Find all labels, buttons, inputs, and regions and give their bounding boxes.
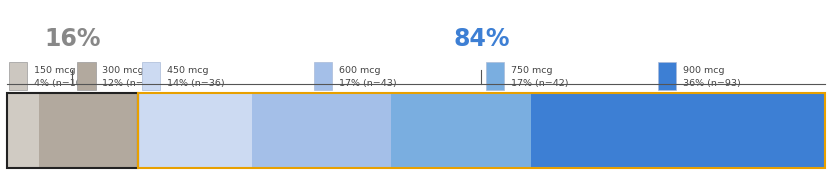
Bar [39,93,137,168]
Bar [77,62,96,90]
Bar [314,62,332,90]
Bar [657,62,676,90]
Text: 17% (n=42): 17% (n=42) [511,79,568,88]
Bar [137,93,825,168]
Bar [391,93,531,168]
Text: 900 mcg: 900 mcg [682,66,724,75]
Text: 600 mcg: 600 mcg [339,66,380,75]
Text: 150 mcg: 150 mcg [34,66,76,75]
Text: 14% (n=36): 14% (n=36) [166,79,225,88]
Bar [486,62,504,90]
Bar [9,62,27,90]
Text: 300 mcg: 300 mcg [102,66,144,75]
Bar [7,93,39,168]
Text: 12% (n=30): 12% (n=30) [102,79,160,88]
Bar [137,93,252,168]
Text: 750 mcg: 750 mcg [511,66,552,75]
Bar [141,62,160,90]
Bar [7,93,137,168]
Text: 17% (n=43): 17% (n=43) [339,79,396,88]
Text: 4% (n=10): 4% (n=10) [34,79,86,88]
Text: 16%: 16% [44,26,101,51]
Text: 36% (n=93): 36% (n=93) [682,79,740,88]
Bar [252,93,391,168]
Text: 84%: 84% [453,26,510,51]
Bar [531,93,825,168]
Text: 450 mcg: 450 mcg [166,66,208,75]
